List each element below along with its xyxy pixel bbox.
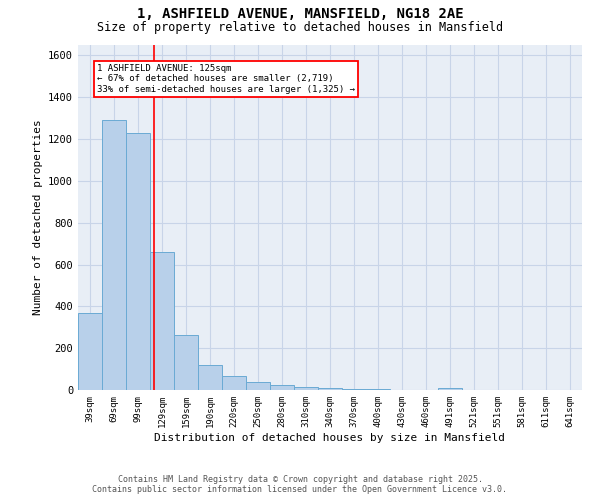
Bar [102,120,126,390]
Bar [150,252,174,390]
Bar [78,312,102,390]
X-axis label: Distribution of detached houses by size in Mansfield: Distribution of detached houses by size … [155,432,505,442]
Text: Size of property relative to detached houses in Mansfield: Size of property relative to detached ho… [97,21,503,34]
Text: Contains HM Land Registry data © Crown copyright and database right 2025.
Contai: Contains HM Land Registry data © Crown c… [92,474,508,494]
Bar [342,389,366,390]
Bar [126,133,150,390]
Y-axis label: Number of detached properties: Number of detached properties [32,120,43,316]
Bar [246,382,270,390]
Bar [198,365,222,390]
Bar [174,334,198,390]
Bar [222,376,246,390]
Bar [270,385,294,390]
Text: 1 ASHFIELD AVENUE: 125sqm
← 67% of detached houses are smaller (2,719)
33% of se: 1 ASHFIELD AVENUE: 125sqm ← 67% of detac… [97,64,355,94]
Bar [294,387,318,390]
Bar [438,388,462,390]
Bar [318,388,342,390]
Text: 1, ASHFIELD AVENUE, MANSFIELD, NG18 2AE: 1, ASHFIELD AVENUE, MANSFIELD, NG18 2AE [137,8,463,22]
